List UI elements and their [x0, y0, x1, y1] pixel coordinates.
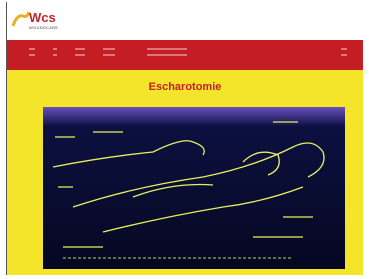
- band-pattern: [7, 40, 363, 70]
- photo: [43, 107, 345, 269]
- header-band: [7, 40, 363, 70]
- logo: Wcs: [29, 10, 56, 25]
- header: Wcs WOUNDCARE: [7, 2, 363, 40]
- slide-title: Escharotomie: [7, 81, 363, 93]
- logo-icon: [11, 10, 31, 30]
- slide: Wcs WOUNDCARE Escharotomie: [6, 2, 363, 275]
- logo-subtitle: WOUNDCARE: [29, 25, 58, 30]
- slide-page: Wcs WOUNDCARE Escharotomie: [0, 0, 372, 279]
